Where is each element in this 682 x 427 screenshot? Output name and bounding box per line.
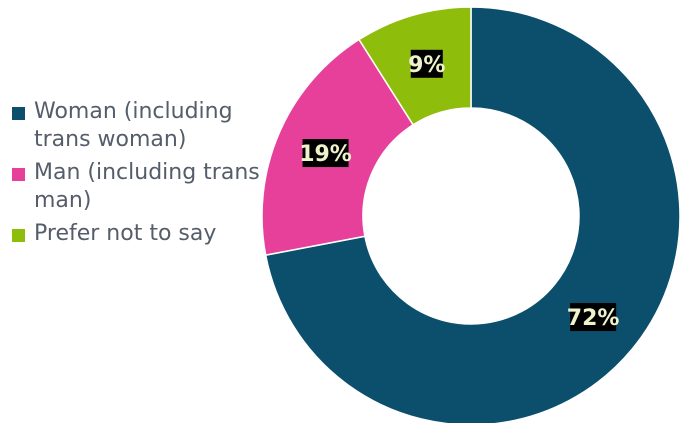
data-label-bg-prefer-not <box>410 49 443 78</box>
data-label-woman: 72% <box>567 306 620 331</box>
legend-item-prefer-not: Prefer not to say <box>12 220 262 248</box>
data-label-bg-woman <box>570 303 617 332</box>
legend-swatch-prefer-not <box>12 229 25 242</box>
data-label-prefer-not: 9% <box>408 53 445 78</box>
legend-item-man: Man (including trans man) <box>12 159 262 215</box>
legend-label-prefer-not: Prefer not to say <box>34 221 217 246</box>
legend-swatch-man <box>12 168 25 181</box>
data-label-bg-man <box>302 139 349 168</box>
chart-legend: Woman (including trans woman) Man (inclu… <box>12 98 262 253</box>
legend-label-man: Man (including trans man) <box>34 160 260 213</box>
legend-label-woman: Woman (including trans woman) <box>34 99 233 152</box>
data-label-man: 19% <box>299 142 352 167</box>
legend-swatch-woman <box>12 107 25 120</box>
legend-item-woman: Woman (including trans woman) <box>12 98 262 154</box>
